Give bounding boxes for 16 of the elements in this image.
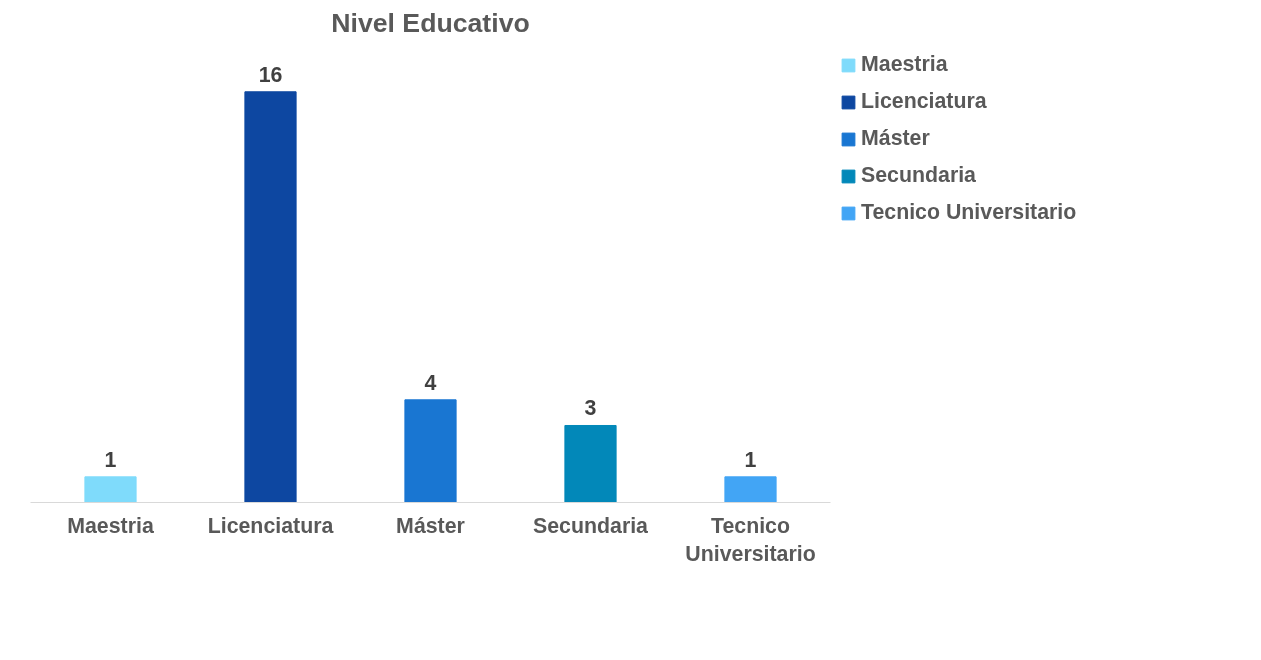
data-label: 1: [104, 447, 117, 472]
x-tick-label: Tecnico Universitario: [685, 513, 816, 567]
legend-label: Máster: [861, 126, 930, 151]
legend-label: Secundaria: [861, 163, 976, 188]
x-tick-label: Máster: [396, 513, 465, 538]
x-tick-label: Secundaria: [533, 513, 649, 538]
data-label: 1: [744, 447, 757, 472]
data-label: 16: [258, 62, 283, 87]
data-label: 4: [424, 370, 437, 395]
chart-title: Nivel Educativo: [331, 7, 530, 38]
x-tick-label: Maestria: [67, 513, 154, 538]
x-tick-label: Licenciatura: [207, 513, 334, 538]
legend-label: Tecnico Universitario: [861, 200, 1077, 225]
legend-label: Maestria: [861, 52, 948, 77]
legend-label: Licenciatura: [861, 89, 987, 114]
data-label: 3: [584, 396, 597, 421]
